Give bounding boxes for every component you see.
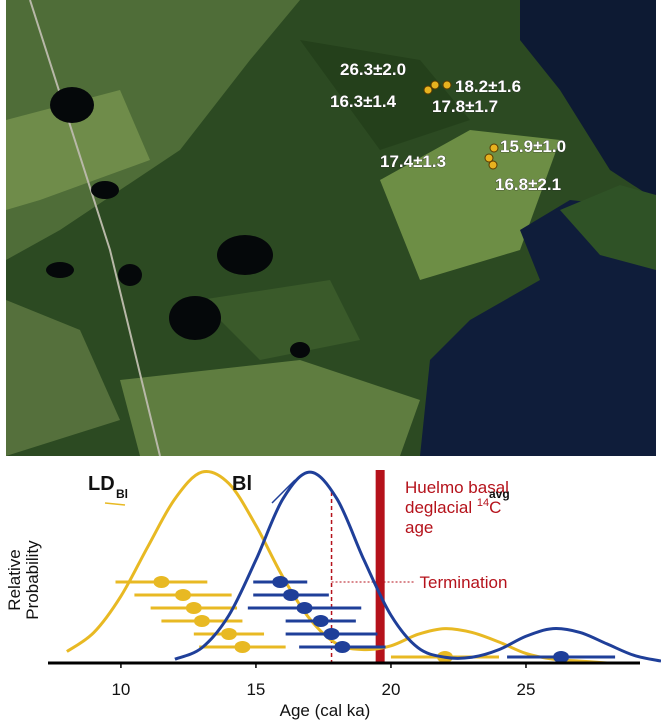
termination-label: Termination: [420, 573, 508, 592]
age-point: [312, 615, 329, 627]
age-point: [323, 628, 340, 640]
density-curve: [174, 470, 661, 663]
age-point: [283, 589, 300, 601]
series-label-sub: Bl: [116, 487, 128, 501]
map-label: 16.3±1.4: [330, 92, 397, 111]
age-point: [272, 576, 289, 588]
map-label: 26.3±2.0: [340, 60, 406, 79]
chart: Termination Huelmo basal deglacial 14C age L…: [5, 469, 661, 720]
huelmo-label: Huelmo basal deglacial 14C age: [405, 478, 509, 537]
y-axis-label: Probability: [23, 540, 42, 620]
label-leader: [271, 479, 296, 504]
x-tick-label: 10: [111, 680, 130, 699]
sample-sites: [423, 80, 499, 170]
age-point: [175, 589, 192, 601]
series-label: LD: [88, 473, 115, 495]
satellite-map: 26.3±2.0 18.2±1.6 16.3±1.4 17.8±1.7 15.9…: [6, 0, 656, 456]
age-point: [220, 628, 237, 640]
age-point: [296, 602, 313, 614]
age-point: [153, 576, 170, 588]
label-part: Huelmo basal: [405, 478, 509, 497]
x-axis-label: Age (cal ka): [280, 701, 371, 720]
series-label: Bl: [232, 473, 252, 495]
map-label: 17.4±1.3: [380, 152, 446, 171]
age-point: [185, 602, 202, 614]
age-point: [334, 641, 351, 653]
map-label: 17.8±1.7: [432, 97, 498, 116]
x-tick-label: 25: [517, 680, 536, 699]
label-part: age: [405, 518, 433, 537]
age-point: [193, 615, 210, 627]
x-tick-label: 20: [381, 680, 400, 699]
age-point: [234, 641, 251, 653]
y-axis-label: Relative: [5, 549, 24, 610]
map-label: 18.2±1.6: [455, 77, 521, 96]
series-label-sub: avg: [489, 487, 510, 501]
x-tick-label: 15: [246, 680, 265, 699]
label-part: deglacial: [405, 498, 477, 517]
label-part: C: [489, 498, 501, 517]
map-label: 16.8±2.1: [495, 175, 561, 194]
age-point: [553, 651, 570, 663]
label-leader: [104, 502, 126, 506]
label-part: 14: [477, 497, 489, 509]
map-label: 15.9±1.0: [500, 137, 566, 156]
